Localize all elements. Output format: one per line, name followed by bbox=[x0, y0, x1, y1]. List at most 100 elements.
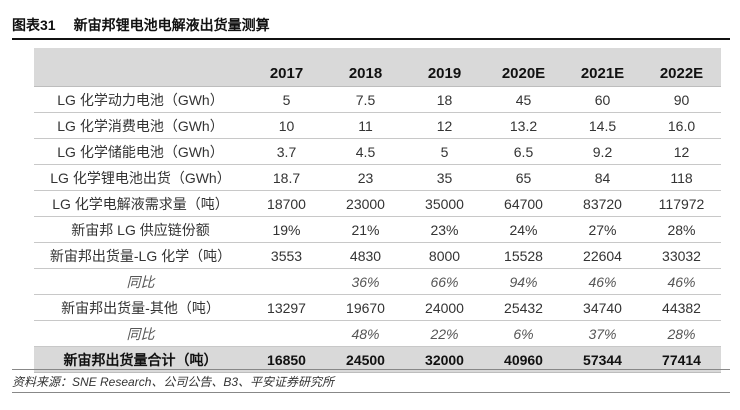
figure-title: 新宙邦锂电池电解液出货量测算 bbox=[73, 17, 270, 33]
value-cell: 6.5 bbox=[484, 138, 563, 165]
value-cell: 33032 bbox=[642, 242, 721, 269]
value-cell: 32000 bbox=[405, 346, 484, 373]
value-cell bbox=[247, 320, 326, 347]
value-cell: 118 bbox=[642, 164, 721, 191]
value-cell: 4830 bbox=[326, 242, 405, 269]
value-cell: 9.2 bbox=[563, 138, 642, 165]
value-cell: 5 bbox=[247, 86, 326, 113]
value-cell: 57344 bbox=[563, 346, 642, 373]
value-cell: 64700 bbox=[484, 190, 563, 217]
table-row: LG 化学锂电池出货（GWh） 18.7 23 35 65 84 118 bbox=[34, 164, 721, 191]
table-body: LG 化学动力电池（GWh） 5 7.5 18 45 60 90 LG 化学消费电池（GWh）… bbox=[34, 86, 721, 373]
value-cell: 5 bbox=[405, 138, 484, 165]
value-cell bbox=[247, 268, 326, 295]
value-cell: 12 bbox=[405, 112, 484, 139]
value-cell: 28% bbox=[642, 216, 721, 243]
table-yoy-row: 同比 36% 66% 94% 46% 46% bbox=[34, 268, 721, 295]
header-spacer-row bbox=[34, 48, 721, 61]
value-cell: 18.7 bbox=[247, 164, 326, 191]
figure-number: 图表31 bbox=[12, 17, 56, 33]
table-row: LG 化学消费电池（GWh） 10 11 12 13.2 14.5 16.0 bbox=[34, 112, 721, 139]
table-total-row: 新宙邦出货量合计（吨） 16850 24500 32000 40960 57344 7741… bbox=[34, 346, 721, 373]
row-label-cell: 新宙邦出货量合计（吨） bbox=[34, 346, 247, 373]
value-cell: 44382 bbox=[642, 294, 721, 321]
source-note: 资料来源：SNE Research、公司公告、B3、平安证券研究所 bbox=[12, 369, 730, 393]
table-row: 新宙邦出货量-LG 化学（吨） 3553 4830 8000 15528 22604 330… bbox=[34, 242, 721, 269]
column-header-year: 2020E bbox=[484, 61, 563, 87]
row-label-cell: 新宙邦出货量-LG 化学（吨） bbox=[34, 242, 247, 269]
row-label-cell: LG 化学消费电池（GWh） bbox=[34, 112, 247, 139]
value-cell: 46% bbox=[563, 268, 642, 295]
value-cell: 21% bbox=[326, 216, 405, 243]
column-header-year: 2017 bbox=[247, 61, 326, 87]
value-cell: 77414 bbox=[642, 346, 721, 373]
row-label-cell: 新宙邦出货量-其他（吨） bbox=[34, 294, 247, 321]
value-cell: 16850 bbox=[247, 346, 326, 373]
value-cell: 48% bbox=[326, 320, 405, 347]
value-cell: 83720 bbox=[563, 190, 642, 217]
value-cell: 36% bbox=[326, 268, 405, 295]
value-cell: 3553 bbox=[247, 242, 326, 269]
row-label-cell: LG 化学锂电池出货（GWh） bbox=[34, 164, 247, 191]
value-cell: 35000 bbox=[405, 190, 484, 217]
value-cell: 13297 bbox=[247, 294, 326, 321]
value-cell: 18700 bbox=[247, 190, 326, 217]
value-cell: 25432 bbox=[484, 294, 563, 321]
column-header-year: 2018 bbox=[326, 61, 405, 87]
value-cell: 19670 bbox=[326, 294, 405, 321]
value-cell: 94% bbox=[484, 268, 563, 295]
table-row: 新宙邦 LG 供应链份额 19% 21% 23% 24% 27% 28% bbox=[34, 216, 721, 243]
value-cell: 60 bbox=[563, 86, 642, 113]
value-cell: 16.0 bbox=[642, 112, 721, 139]
value-cell: 22604 bbox=[563, 242, 642, 269]
row-label-cell: 同比 bbox=[34, 320, 247, 347]
data-table-container: 2017 2018 2019 2020E 2021E 2022E LG 化学动力电池（GW… bbox=[34, 48, 721, 373]
value-cell: 23000 bbox=[326, 190, 405, 217]
row-label-cell: LG 化学电解液需求量（吨） bbox=[34, 190, 247, 217]
value-cell: 84 bbox=[563, 164, 642, 191]
value-cell: 19% bbox=[247, 216, 326, 243]
value-cell: 22% bbox=[405, 320, 484, 347]
value-cell: 90 bbox=[642, 86, 721, 113]
row-label-cell: LG 化学储能电池（GWh） bbox=[34, 138, 247, 165]
value-cell: 35 bbox=[405, 164, 484, 191]
value-cell: 7.5 bbox=[326, 86, 405, 113]
table-yoy-row: 同比 48% 22% 6% 37% 28% bbox=[34, 320, 721, 347]
table-header-row: 2017 2018 2019 2020E 2021E 2022E bbox=[34, 61, 721, 87]
column-header-year: 2021E bbox=[563, 61, 642, 87]
value-cell: 3.7 bbox=[247, 138, 326, 165]
shipment-estimate-table: 2017 2018 2019 2020E 2021E 2022E LG 化学动力电池（GW… bbox=[34, 48, 721, 373]
value-cell: 8000 bbox=[405, 242, 484, 269]
value-cell: 27% bbox=[563, 216, 642, 243]
value-cell: 46% bbox=[642, 268, 721, 295]
value-cell: 37% bbox=[563, 320, 642, 347]
value-cell: 12 bbox=[642, 138, 721, 165]
table-row: 新宙邦出货量-其他（吨） 13297 19670 24000 25432 34740 443… bbox=[34, 294, 721, 321]
table-row: LG 化学储能电池（GWh） 3.7 4.5 5 6.5 9.2 12 bbox=[34, 138, 721, 165]
header-label-cell bbox=[34, 61, 247, 87]
row-label-cell: LG 化学动力电池（GWh） bbox=[34, 86, 247, 113]
value-cell: 13.2 bbox=[484, 112, 563, 139]
value-cell: 28% bbox=[642, 320, 721, 347]
value-cell: 24500 bbox=[326, 346, 405, 373]
value-cell: 23 bbox=[326, 164, 405, 191]
row-label-cell: 同比 bbox=[34, 268, 247, 295]
value-cell: 24% bbox=[484, 216, 563, 243]
value-cell: 14.5 bbox=[563, 112, 642, 139]
value-cell: 34740 bbox=[563, 294, 642, 321]
value-cell: 15528 bbox=[484, 242, 563, 269]
value-cell: 45 bbox=[484, 86, 563, 113]
value-cell: 40960 bbox=[484, 346, 563, 373]
value-cell: 11 bbox=[326, 112, 405, 139]
value-cell: 24000 bbox=[405, 294, 484, 321]
table-row: LG 化学电解液需求量（吨） 18700 23000 35000 64700 83720 1… bbox=[34, 190, 721, 217]
value-cell: 6% bbox=[484, 320, 563, 347]
value-cell: 18 bbox=[405, 86, 484, 113]
value-cell: 66% bbox=[405, 268, 484, 295]
column-header-year: 2019 bbox=[405, 61, 484, 87]
value-cell: 10 bbox=[247, 112, 326, 139]
value-cell: 65 bbox=[484, 164, 563, 191]
table-row: LG 化学动力电池（GWh） 5 7.5 18 45 60 90 bbox=[34, 86, 721, 113]
column-header-year: 2022E bbox=[642, 61, 721, 87]
figure-title-bar: 图表31 新宙邦锂电池电解液出货量测算 bbox=[12, 12, 730, 40]
